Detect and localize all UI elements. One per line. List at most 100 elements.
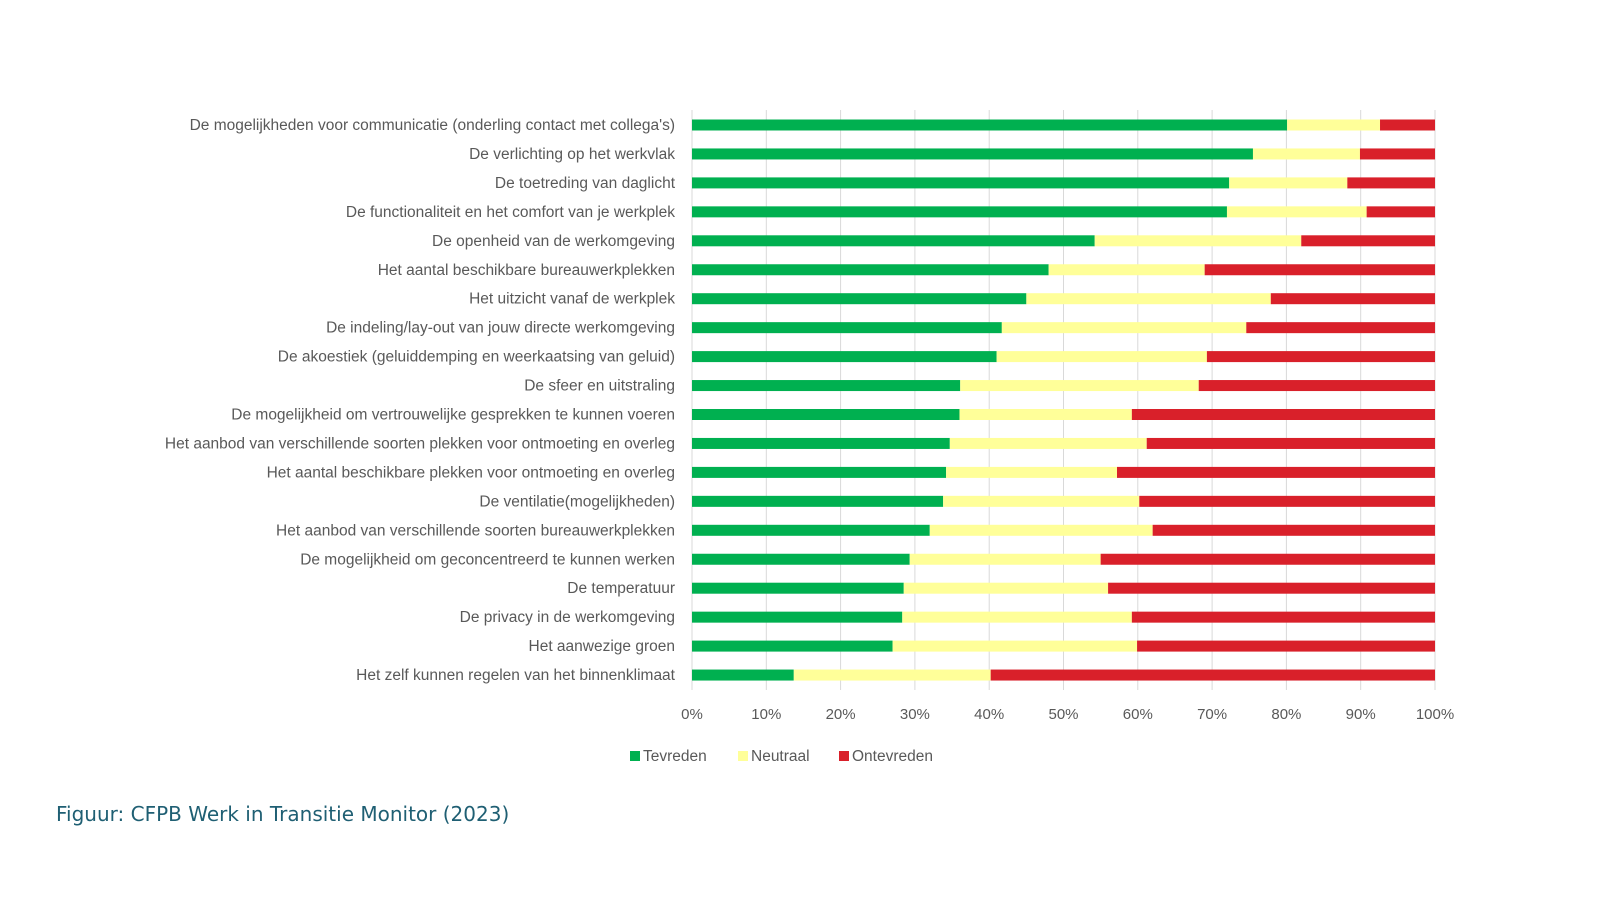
- bar-segment-ontevreden: [1270, 293, 1435, 305]
- bar-segment-tevreden: [692, 640, 893, 652]
- category-label: De ventilatie(mogelijkheden): [479, 493, 675, 510]
- bar-segment-neutraal: [1287, 119, 1381, 131]
- bar-segment-ontevreden: [1152, 524, 1435, 536]
- bar-segment-neutraal: [902, 611, 1132, 623]
- bar-segment-tevreden: [692, 466, 947, 478]
- bar-segment-neutraal: [960, 380, 1199, 392]
- legend-swatch-neutraal: [738, 751, 748, 761]
- legend: Tevreden Neutraal Ontevreden: [630, 748, 933, 765]
- x-tick-label: 100%: [1416, 706, 1454, 723]
- bar-segment-ontevreden: [1347, 177, 1435, 189]
- bar-segment-tevreden: [692, 611, 903, 623]
- x-tick-label: 20%: [826, 706, 856, 723]
- bar-segment-neutraal: [959, 409, 1132, 420]
- bar-segment-tevreden: [692, 553, 910, 565]
- bar-segment-ontevreden: [1246, 322, 1435, 334]
- bar-segment-neutraal: [996, 351, 1207, 363]
- category-label: De mogelijkheden voor communicatie (onde…: [190, 117, 675, 134]
- gridlines: [691, 110, 1436, 690]
- legend-label: Neutraal: [751, 748, 810, 765]
- bar-segment-tevreden: [692, 351, 997, 363]
- category-label: Het zelf kunnen regelen van het binnenkl…: [356, 667, 676, 684]
- category-label: De mogelijkheid om geconcentreerd te kun…: [300, 551, 675, 568]
- bar-segment-ontevreden: [1100, 553, 1435, 565]
- category-label: Het aantal beschikbare plekken voor ontm…: [267, 464, 675, 481]
- x-tick-label: 60%: [1123, 706, 1153, 723]
- bar-segment-ontevreden: [1137, 640, 1435, 652]
- x-tick-label: 0%: [681, 706, 703, 723]
- bar-segment-ontevreden: [1380, 119, 1435, 131]
- bar-segment-tevreden: [692, 235, 1095, 247]
- bar-segment-ontevreden: [1198, 380, 1435, 392]
- bar-segment-tevreden: [692, 524, 930, 536]
- category-label: De sfeer en uitstraling: [524, 378, 675, 395]
- bar-segment-tevreden: [692, 206, 1227, 218]
- category-label: De mogelijkheid om vertrouwelijke gespre…: [231, 407, 675, 424]
- category-label: De indeling/lay-out van jouw directe wer…: [326, 320, 675, 337]
- bar-segment-tevreden: [692, 409, 960, 420]
- bar-segment-neutraal: [1026, 293, 1271, 305]
- x-tick-label: 90%: [1346, 706, 1376, 723]
- category-label: Het uitzicht vanaf de werkplek: [469, 291, 675, 308]
- bar-segment-ontevreden: [1366, 206, 1435, 218]
- bar-segment-ontevreden: [1116, 466, 1435, 478]
- bar-segment-neutraal: [909, 553, 1101, 565]
- bar-segment-neutraal: [1094, 235, 1302, 247]
- bar-segment-tevreden: [692, 437, 950, 449]
- bar-segment-neutraal: [1048, 264, 1205, 276]
- bar-segment-neutraal: [946, 466, 1117, 478]
- bar-segment-neutraal: [1226, 206, 1367, 218]
- bar-segment-ontevreden: [1206, 351, 1435, 363]
- bar-segment-tevreden: [692, 293, 1027, 305]
- bar-segment-ontevreden: [1139, 495, 1435, 507]
- bar-segment-tevreden: [692, 148, 1253, 160]
- category-label: Het aanwezige groen: [529, 638, 676, 655]
- figure-caption: Figuur: CFPB Werk in Transitie Monitor (…: [56, 802, 510, 826]
- bar-segment-ontevreden: [990, 669, 1435, 681]
- bar-segment-neutraal: [943, 495, 1140, 507]
- bar-segment-neutraal: [1229, 177, 1348, 189]
- category-label: Het aantal beschikbare bureauwerkplekken: [378, 262, 675, 279]
- bar-segment-tevreden: [692, 177, 1230, 189]
- bar-segment-neutraal: [793, 669, 991, 681]
- x-axis-ticks: 0% 10% 20% 30% 40% 50% 60% 70% 80% 90% 100%: [681, 706, 1454, 723]
- x-tick-label: 10%: [751, 706, 781, 723]
- legend-swatch-tevreden: [630, 751, 640, 761]
- bar-segment-neutraal: [1252, 148, 1360, 160]
- bar-segment-ontevreden: [1146, 437, 1435, 449]
- category-label: De verlichting op het werkvlak: [469, 146, 675, 163]
- category-label: Het aanbod van verschillende soorten bur…: [276, 522, 675, 539]
- bar-segment-neutraal: [903, 582, 1109, 594]
- category-label: De akoestiek (geluiddemping en weerkaats…: [278, 349, 675, 366]
- bar-segment-tevreden: [692, 322, 1002, 334]
- category-label: De functionaliteit en het comfort van je…: [346, 204, 675, 221]
- bar-segment-ontevreden: [1359, 148, 1435, 160]
- bar-segment-ontevreden: [1301, 235, 1435, 247]
- x-tick-label: 50%: [1048, 706, 1078, 723]
- bar-segment-neutraal: [1001, 322, 1247, 334]
- bar-segment-ontevreden: [1131, 409, 1435, 420]
- bar-segment-neutraal: [929, 524, 1153, 536]
- category-label: De toetreding van daglicht: [495, 175, 676, 192]
- bar-segment-tevreden: [692, 380, 961, 392]
- bar-segment-tevreden: [692, 495, 944, 507]
- x-tick-label: 80%: [1271, 706, 1301, 723]
- x-tick-label: 40%: [974, 706, 1004, 723]
- bar-segment-neutraal: [892, 640, 1138, 652]
- legend-label: Tevreden: [643, 748, 707, 765]
- x-tick-label: 70%: [1197, 706, 1227, 723]
- bar-segment-ontevreden: [1204, 264, 1435, 276]
- x-tick-label: 30%: [900, 706, 930, 723]
- bar-segment-tevreden: [692, 582, 904, 594]
- bar-segment-ontevreden: [1131, 611, 1435, 623]
- category-labels: De mogelijkheden voor communicatie (onde…: [165, 117, 676, 684]
- legend-swatch-ontevreden: [839, 751, 849, 761]
- bar-segment-neutraal: [949, 437, 1147, 449]
- bar-segment-tevreden: [692, 264, 1049, 276]
- category-label: De privacy in de werkomgeving: [460, 609, 675, 626]
- bar-segment-tevreden: [692, 669, 794, 681]
- category-label: De temperatuur: [567, 580, 675, 597]
- category-label: De openheid van de werkomgeving: [432, 233, 675, 250]
- bar-segment-tevreden: [692, 119, 1288, 131]
